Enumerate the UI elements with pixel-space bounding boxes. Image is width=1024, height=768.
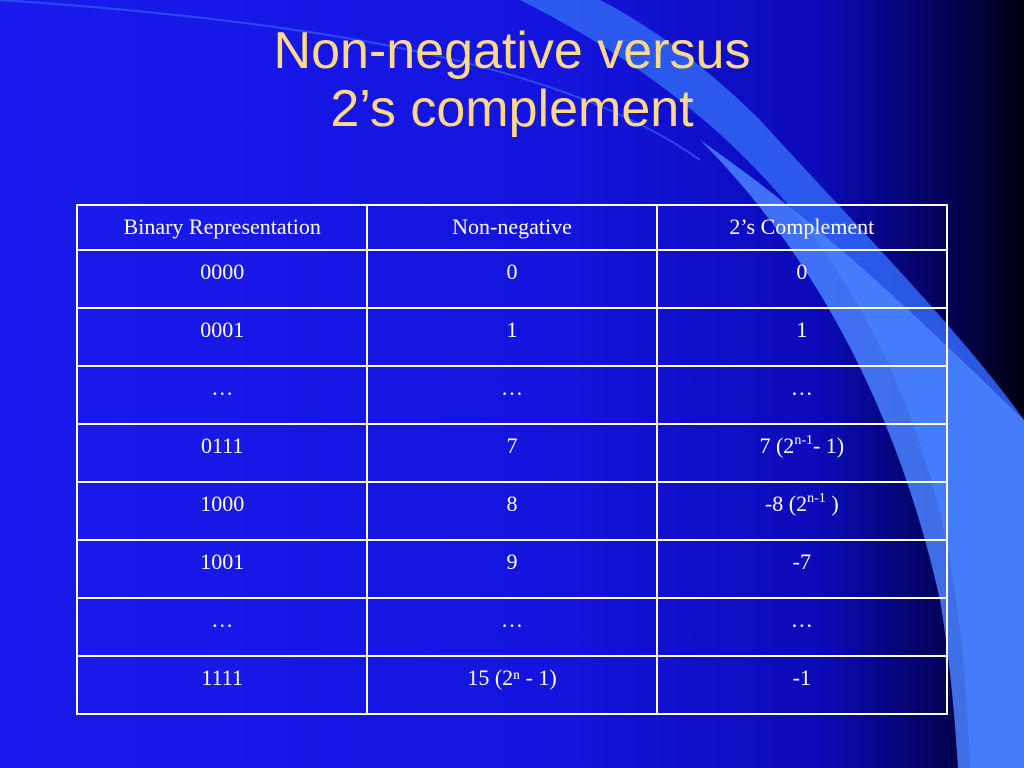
cell-twos-complement-exponent: n-1: [794, 433, 813, 448]
cell-twos-complement-suffix: ): [825, 491, 839, 516]
header-binary-representation: Binary Representation: [75, 204, 369, 251]
table-row: 0000 0 0: [75, 249, 949, 309]
cell-twos-complement: -8 (2n-1 ): [655, 481, 949, 541]
table-header-row: Binary Representation Non-negative 2’s C…: [75, 204, 949, 251]
slide-title: Non-negative versus 2’s complement: [0, 22, 1024, 138]
cell-twos-complement: …: [655, 365, 949, 425]
cell-binary: 1111: [75, 655, 369, 715]
table-row: … … …: [75, 597, 949, 657]
table-row: 1000 8 -8 (2n-1 ): [75, 481, 949, 541]
cell-twos-complement: 1: [655, 307, 949, 367]
cell-non-negative: 0: [366, 249, 658, 309]
table-row: 0111 7 7 (2n-1- 1): [75, 423, 949, 483]
cell-twos-complement: …: [655, 597, 949, 657]
cell-twos-complement: 0: [655, 249, 949, 309]
cell-binary: 1001: [75, 539, 369, 599]
cell-binary: …: [75, 597, 369, 657]
cell-non-negative: …: [366, 365, 658, 425]
header-non-negative: Non-negative: [366, 204, 658, 251]
table-row: … … …: [75, 365, 949, 425]
cell-twos-complement: -1: [655, 655, 949, 715]
table-row: 1001 9 -7: [75, 539, 949, 599]
header-twos-complement: 2’s Complement: [655, 204, 949, 251]
cell-binary: 0000: [75, 249, 369, 309]
cell-twos-complement-suffix: - 1): [812, 433, 845, 458]
cell-non-negative: 15 (2ⁿ - 1): [366, 655, 658, 715]
cell-twos-complement-base: 7 (2: [759, 433, 795, 458]
table-row: 0001 1 1: [75, 307, 949, 367]
cell-twos-complement: -7: [655, 539, 949, 599]
slide-title-line-1: Non-negative versus: [273, 22, 751, 80]
table-row: 1111 15 (2ⁿ - 1) -1: [75, 655, 949, 715]
cell-binary: …: [75, 365, 369, 425]
cell-binary: 0001: [75, 307, 369, 367]
cell-twos-complement-exponent: n-1: [807, 491, 826, 506]
cell-non-negative: 1: [366, 307, 658, 367]
cell-binary: 0111: [75, 423, 369, 483]
cell-non-negative: 8: [366, 481, 658, 541]
cell-binary: 1000: [75, 481, 369, 541]
cell-non-negative: …: [366, 597, 658, 657]
cell-non-negative: 9: [366, 539, 658, 599]
slide-title-line-2: 2’s complement: [330, 80, 694, 138]
comparison-table: Binary Representation Non-negative 2’s C…: [75, 204, 949, 715]
cell-non-negative: 7: [366, 423, 658, 483]
cell-twos-complement-base: -8 (2: [764, 491, 808, 516]
cell-twos-complement: 7 (2n-1- 1): [655, 423, 949, 483]
